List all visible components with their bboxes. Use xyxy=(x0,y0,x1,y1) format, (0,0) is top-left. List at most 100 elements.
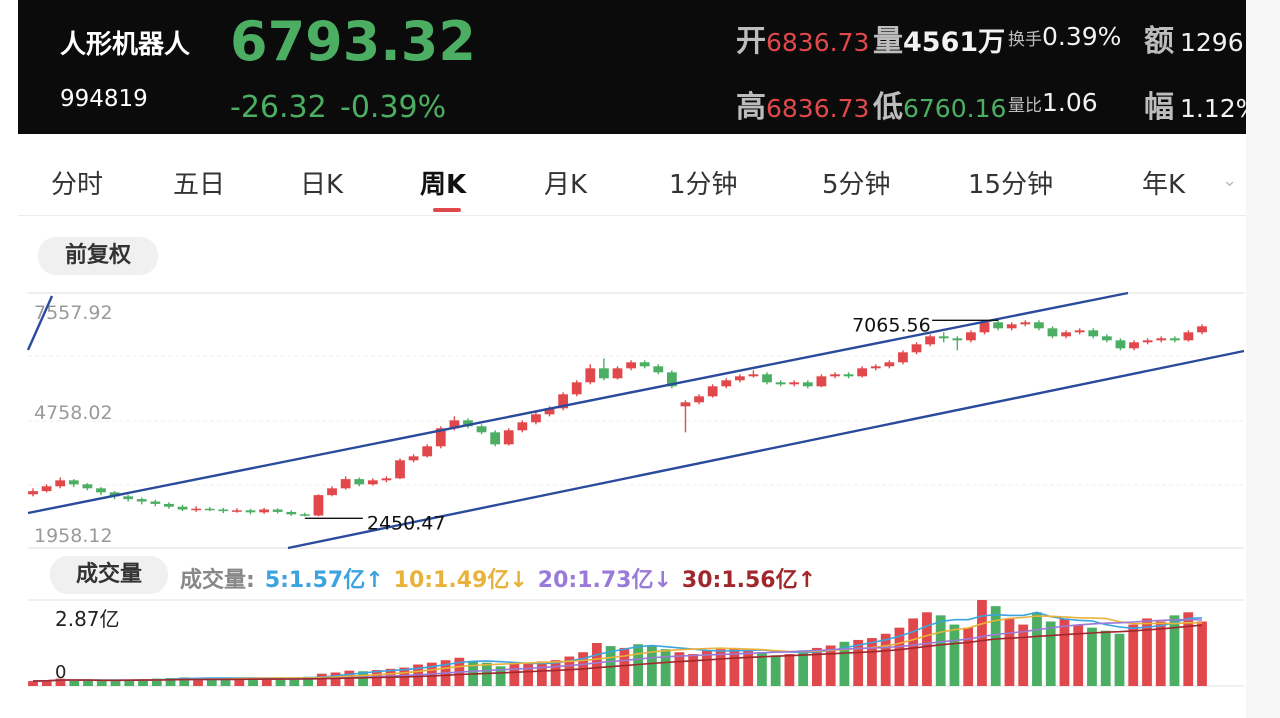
volume-bar xyxy=(922,612,932,686)
candle-body xyxy=(1115,340,1126,349)
volume-indicator-button[interactable]: 成交量 xyxy=(50,556,168,594)
chevron-down-icon[interactable]: ⌄ xyxy=(1222,170,1238,191)
ratio-label: 量比 xyxy=(1008,96,1042,116)
candle-body xyxy=(979,322,990,333)
volume-bar xyxy=(96,681,107,686)
candle-body xyxy=(136,499,147,502)
stock-name: 人形机器人 xyxy=(60,30,191,60)
volume-bar xyxy=(977,600,987,686)
volume-bar xyxy=(138,679,148,686)
candle-body xyxy=(28,491,38,495)
y-tick-label: 1958.12 xyxy=(34,525,113,547)
volume-bar xyxy=(949,624,960,686)
candle-body xyxy=(299,514,310,516)
volume-bar xyxy=(358,671,368,686)
candle-body xyxy=(802,382,813,387)
volume-bar xyxy=(660,649,671,686)
tab-15min[interactable]: 15分钟 xyxy=(968,170,1054,200)
volume-bar xyxy=(495,666,506,686)
candle-body xyxy=(286,511,297,515)
candle-body xyxy=(1129,342,1139,349)
volume-bar xyxy=(853,639,864,686)
candle-body xyxy=(898,352,908,363)
candle-body xyxy=(177,506,188,510)
channel-upper-line xyxy=(27,291,1129,515)
tab-5min[interactable]: 5分钟 xyxy=(822,170,891,200)
volume-bar xyxy=(702,650,712,686)
volume-bar xyxy=(275,678,286,686)
candle-body xyxy=(966,332,976,341)
candle-body xyxy=(993,322,1003,329)
candle-body xyxy=(666,372,677,387)
candle-body xyxy=(680,402,691,407)
stock-header: 人形机器人 994819 6793.32 -26.32 -0.39% 开6836… xyxy=(18,0,1246,134)
candle-body xyxy=(626,362,636,369)
volume-bar xyxy=(1142,618,1152,686)
candle-body xyxy=(734,376,745,381)
volume-bar xyxy=(1018,624,1029,686)
volume-bar xyxy=(825,645,836,686)
candle-body xyxy=(463,420,473,427)
volume-bar xyxy=(1087,627,1097,686)
volume-bar xyxy=(990,606,1001,686)
right-edge-panel xyxy=(1246,0,1280,718)
candle-body xyxy=(218,509,229,512)
tab-weekly-k[interactable]: 周K xyxy=(420,170,467,200)
candle-body xyxy=(340,479,351,489)
volume-bar xyxy=(69,679,80,686)
candle-body xyxy=(490,432,501,445)
volume-bar xyxy=(1155,621,1166,686)
volume-bar xyxy=(757,652,767,686)
candle-body xyxy=(884,362,895,367)
candle-body xyxy=(830,374,840,377)
candle-body xyxy=(259,509,269,513)
candle-body xyxy=(272,509,283,512)
high-stat: 高6836.73 xyxy=(736,82,869,126)
volume-zero-label: 0 xyxy=(55,662,66,683)
candle-body xyxy=(612,368,623,379)
candle-body xyxy=(367,480,378,485)
tab-daily-k[interactable]: 日K xyxy=(300,170,344,200)
candle-body xyxy=(408,456,419,461)
low-label: 低 xyxy=(873,90,903,125)
volume-bar xyxy=(523,662,533,686)
volume-legend-label: 成交量: xyxy=(180,568,255,593)
volume-bar xyxy=(550,660,561,686)
tab-five-day[interactable]: 五日 xyxy=(173,170,226,200)
volume-label: 量 xyxy=(873,24,903,59)
volume-bar xyxy=(674,652,685,686)
amp-stat: 幅1.12% xyxy=(1144,82,1246,126)
candle-body xyxy=(82,484,93,489)
turnover-label: 换手 xyxy=(1008,30,1042,50)
volume-bar xyxy=(179,677,190,686)
tab-yearly-k[interactable]: 年K xyxy=(1142,170,1186,200)
volume-bar xyxy=(289,678,300,686)
candle-body xyxy=(245,510,256,513)
volume-bar xyxy=(124,679,135,686)
tab-timeshare[interactable]: 分时 xyxy=(51,170,104,200)
volume-max-label: 2.87亿 xyxy=(55,607,120,631)
turnover-value: 0.39% xyxy=(1042,22,1122,51)
candle-body xyxy=(911,344,922,353)
candle-body xyxy=(191,508,202,511)
volume-bar xyxy=(509,663,520,686)
adjust-toggle-button[interactable]: 前复权 xyxy=(38,237,158,275)
stock-price: 6793.32 xyxy=(230,10,476,73)
volume-bar xyxy=(880,633,891,686)
low-value: 6760.16 xyxy=(903,94,1007,123)
volume-bar xyxy=(1169,615,1180,686)
tab-1min[interactable]: 1分钟 xyxy=(669,170,738,200)
candle-body xyxy=(55,480,66,487)
candle-body xyxy=(109,492,120,497)
candle-body xyxy=(1006,324,1017,329)
candle-body xyxy=(1020,322,1031,325)
amount-label: 额 xyxy=(1144,24,1174,59)
candle-body xyxy=(204,508,215,511)
tab-monthly-k[interactable]: 月K xyxy=(544,170,588,200)
ratio-value: 1.06 xyxy=(1042,88,1098,117)
ratio-stat: 量比1.06 xyxy=(1008,88,1098,117)
candle-body xyxy=(354,479,365,485)
volume-bar xyxy=(770,655,781,686)
amp-value: 1.12% xyxy=(1180,94,1246,123)
volume-bar xyxy=(41,680,52,686)
